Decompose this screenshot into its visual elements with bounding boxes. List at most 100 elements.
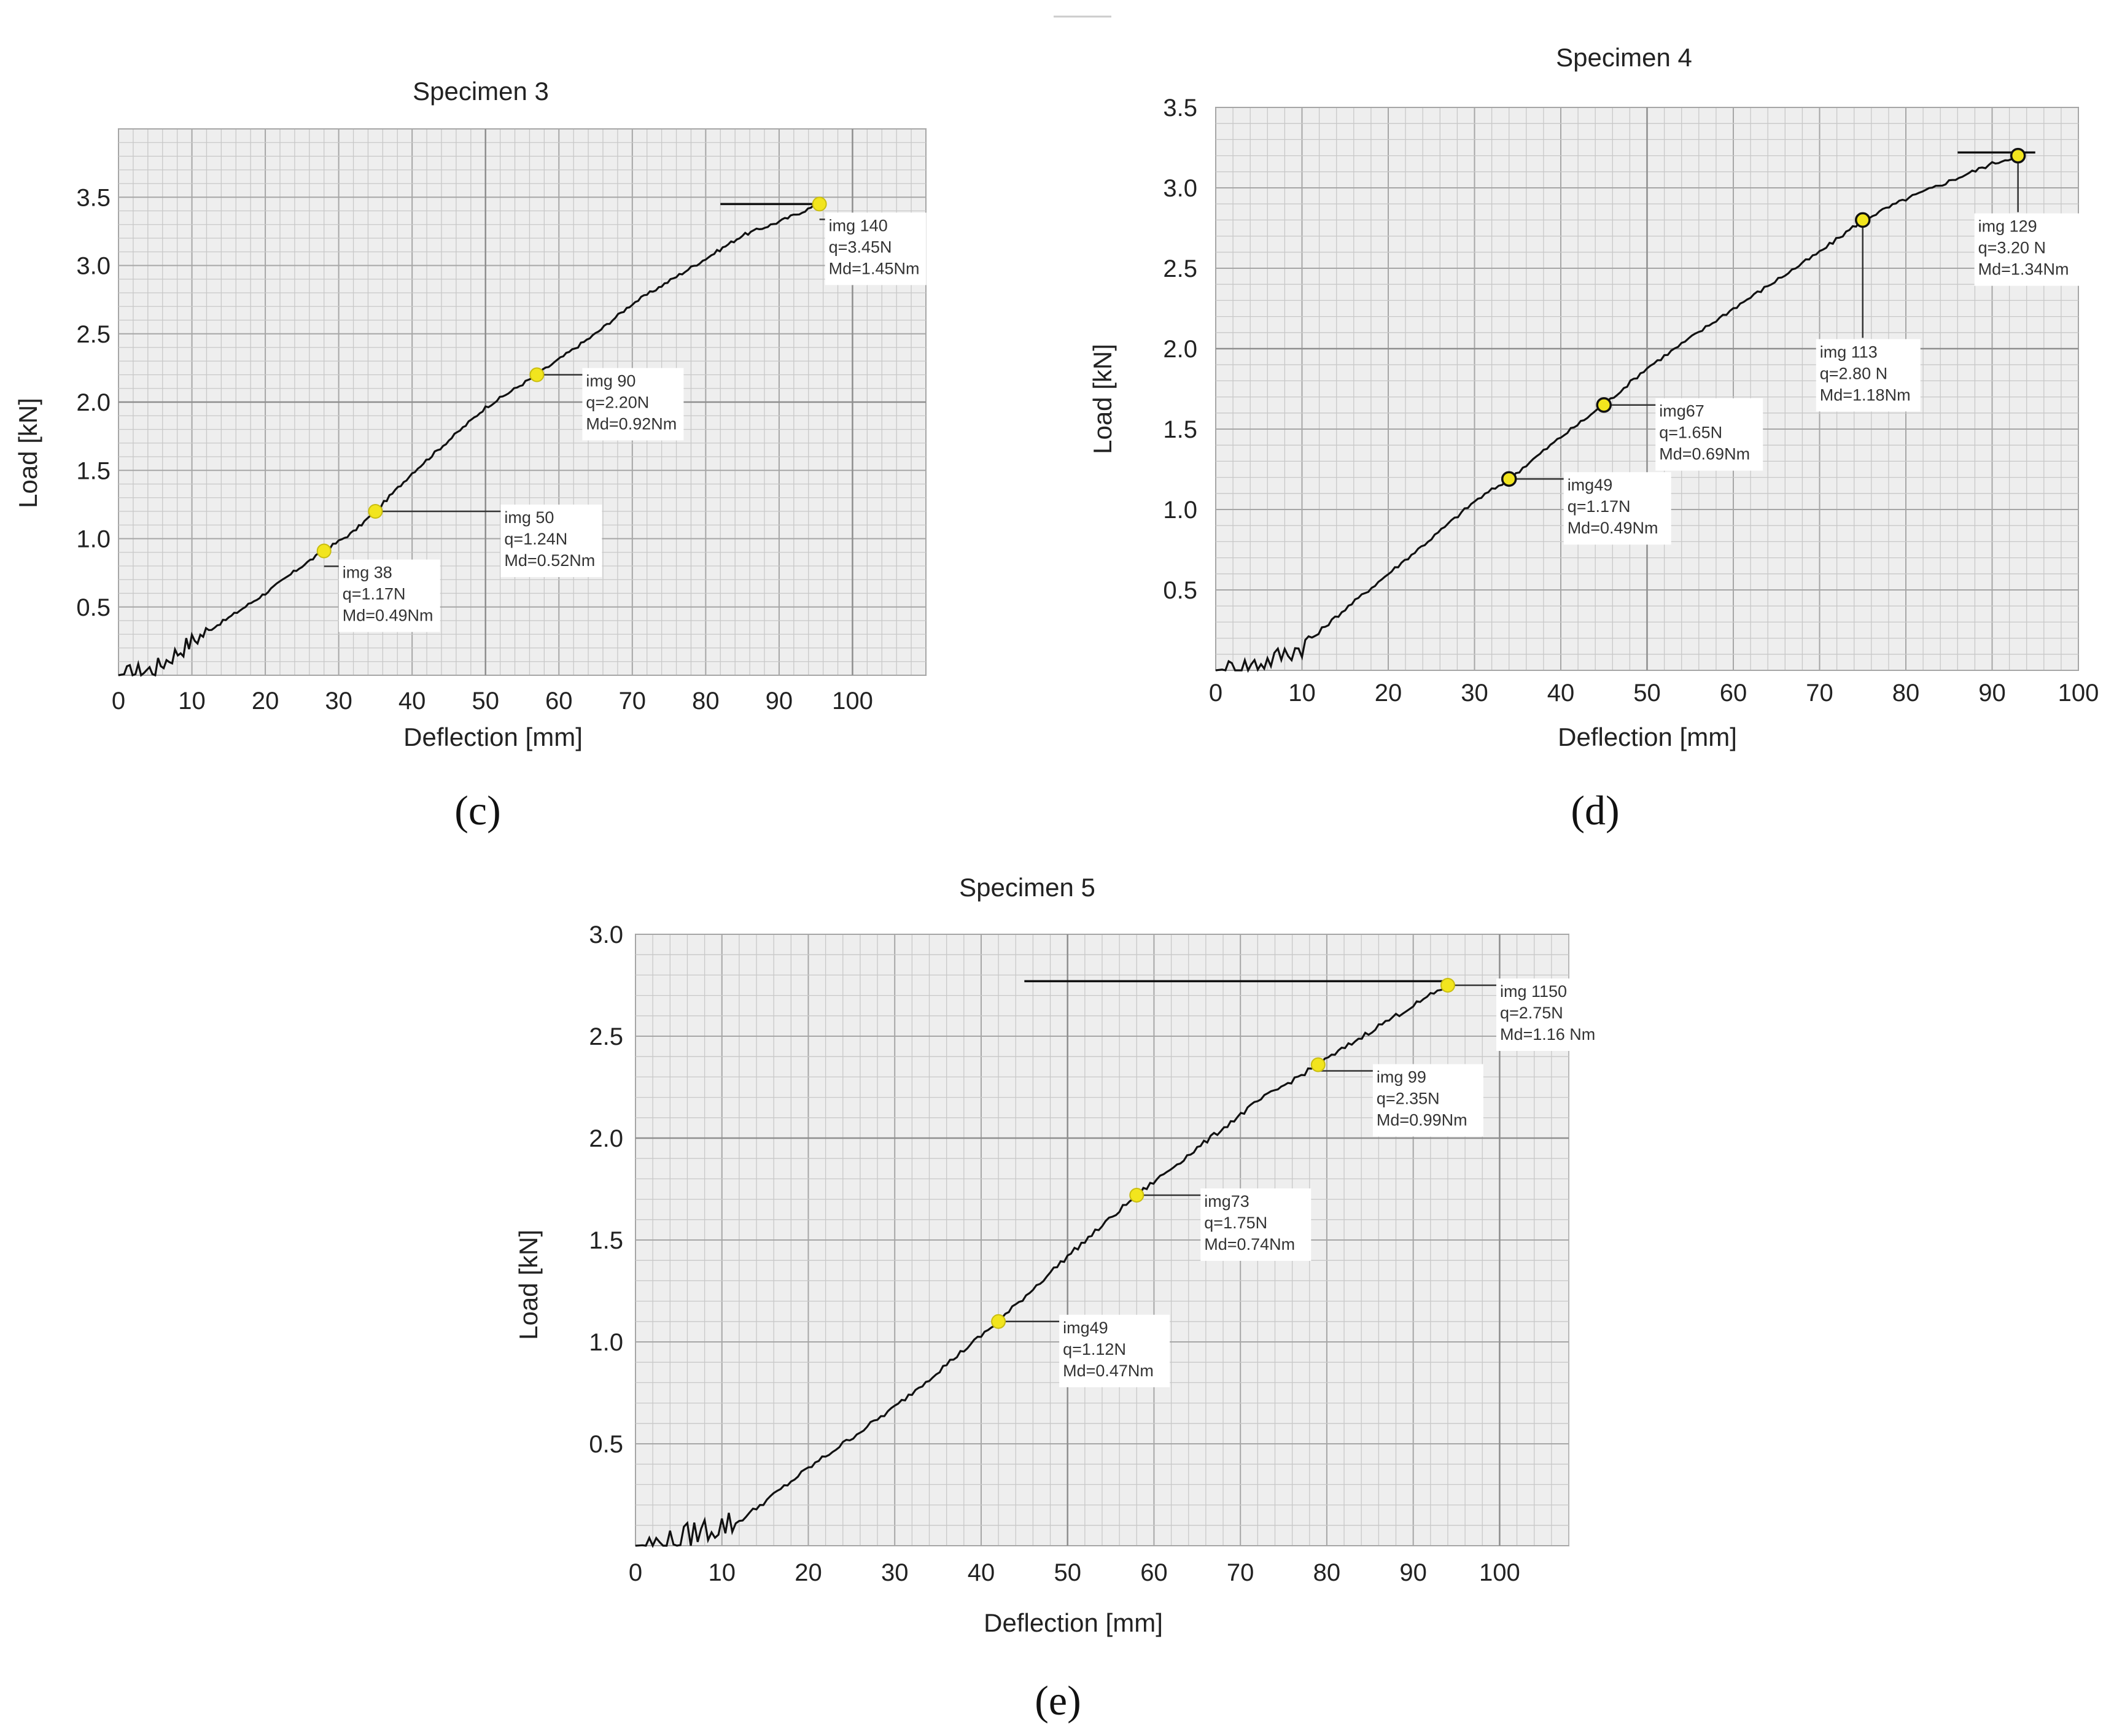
data-point-marker [1440,978,1455,993]
marker-callout: img67 q=1.65N Md=0.69Nm [1596,397,1763,471]
callout-text: img73 [1204,1192,1249,1211]
callout-text: img 1150 [1500,982,1567,1001]
x-tick-label: 60 [1720,680,1747,707]
callout-text: q=2.20N [586,393,649,412]
callout-text: img 129 [1978,217,2037,236]
y-tick-label: 2.5 [589,1023,623,1050]
x-tick-label: 80 [1892,680,1920,707]
callout-text: q=1.17N [1568,497,1631,516]
y-axis-label: Load [kN] [514,1230,543,1340]
callout-text: Md=0.69Nm [1659,445,1750,463]
marker-callout: img 140 q=3.45N Md=1.45Nm [812,196,927,285]
callout-box [1059,1314,1170,1387]
callout-text: q=2.80 N [1820,364,1887,382]
x-tick-label: 30 [325,688,352,715]
marker-callout: img 113 q=2.80 N Md=1.18Nm [1816,212,1921,412]
x-tick-label: 90 [1399,1559,1427,1586]
callout-text: img49 [1568,476,1613,494]
callout-box [338,559,440,632]
x-tick-label: 80 [692,688,720,715]
data-point-marker [529,367,545,382]
callout-text: img 90 [586,372,635,390]
callout-text: Md=0.92Nm [586,415,677,433]
x-tick-label: 40 [398,688,426,715]
callout-text: Md=0.49Nm [343,606,433,625]
y-tick-label: 1.5 [76,457,111,484]
x-tick-label: 90 [766,688,793,715]
x-tick-label: 0 [1209,680,1222,707]
callout-text: img 99 [1377,1068,1426,1086]
y-tick-label: 3.0 [1163,175,1197,202]
callout-box [1200,1188,1312,1261]
marker-callout: img49 q=1.17N Md=0.49Nm [1501,471,1671,545]
data-point-marker [991,1314,1006,1329]
data-point-marker [316,543,332,559]
marker-callout: img 50 q=1.24N Md=0.52Nm [368,504,602,577]
callout-text: img 113 [1820,343,1878,361]
callout-box [582,368,684,441]
chart-specimen-3: Specimen 3 0 10 20 30 40 50 60 70 80 90 100 0.5 1.0 1… [14,77,927,834]
callout-text: q=1.17N [343,585,406,603]
callout-text: q=1.12N [1063,1340,1126,1358]
data-point-marker [1596,397,1612,413]
panel-caption: (d) [1571,787,1619,834]
callout-text: q=2.75N [1500,1004,1563,1022]
data-point-marker [1855,212,1871,228]
x-tick-label: 30 [1461,680,1488,707]
x-axis-label: Deflection [mm] [984,1608,1163,1637]
y-tick-label: 3.0 [589,921,623,948]
y-tick-label: 3.0 [76,253,111,280]
marker-callout: img 1150 q=2.75N Md=1.16 Nm [1440,978,1616,1051]
x-tick-label: 60 [1140,1559,1168,1586]
callout-box [1372,1064,1483,1137]
y-tick-label: 3.5 [76,184,111,211]
data-point-marker [368,504,383,519]
x-tick-label: 30 [881,1559,909,1586]
y-axis-label: Load [kN] [1088,344,1117,454]
callout-text: Md=1.18Nm [1820,386,1911,404]
x-tick-label: 0 [112,688,125,715]
x-tick-label: 60 [545,688,573,715]
marker-callout: img73 q=1.75N Md=0.74Nm [1129,1187,1312,1261]
chart-title: Specimen 3 [413,77,549,106]
x-tick-label: 100 [1479,1559,1520,1586]
callout-text: q=2.35N [1377,1089,1440,1107]
marker-callout: img 90 q=2.20N Md=0.92Nm [529,367,684,441]
x-tick-label: 10 [708,1559,736,1586]
y-tick-label: 0.5 [76,594,111,621]
x-tick-label: 100 [2058,680,2099,707]
y-tick-label: 2.5 [76,321,111,348]
callout-text: Md=1.45Nm [829,259,920,277]
callout-text: q=1.24N [504,530,567,548]
marker-callout: img 129 q=3.20 N Md=1.34Nm [1974,147,2082,286]
x-tick-label: 70 [619,688,647,715]
chart-title: Specimen 4 [1556,43,1692,72]
y-tick-label: 1.5 [1163,416,1197,443]
callout-box [1563,472,1671,545]
panel-caption: (e) [1035,1677,1081,1724]
x-tick-label: 50 [1633,680,1661,707]
y-axis-label: Load [kN] [14,398,42,508]
x-tick-label: 80 [1313,1559,1341,1586]
x-tick-label: 50 [1054,1559,1081,1586]
y-tick-label: 2.0 [76,389,111,416]
y-tick-label: 1.5 [589,1227,623,1254]
callout-text: q=1.65N [1659,424,1722,442]
callout-text: Md=0.74Nm [1204,1235,1295,1254]
callout-text: q=1.75N [1204,1214,1267,1232]
x-tick-label: 10 [1288,680,1316,707]
callout-box [825,212,927,285]
callout-text: Md=0.99Nm [1377,1110,1467,1129]
x-axis-label: Deflection [mm] [403,723,583,751]
chart-specimen-5: Specimen 5 0 10 20 30 40 50 60 70 80 90 100 0.5 1.0 1… [514,873,1616,1724]
x-axis-label: Deflection [mm] [1558,723,1737,751]
x-tick-label: 100 [832,688,873,715]
data-point-marker [1310,1057,1326,1072]
x-tick-label: 70 [1227,1559,1254,1586]
callout-text: q=3.20 N [1978,239,2046,257]
x-tick-label: 90 [1978,680,2006,707]
data-point-marker [2010,147,2026,164]
callout-text: Md=0.49Nm [1568,519,1658,537]
y-tick-label: 1.0 [1163,497,1197,524]
